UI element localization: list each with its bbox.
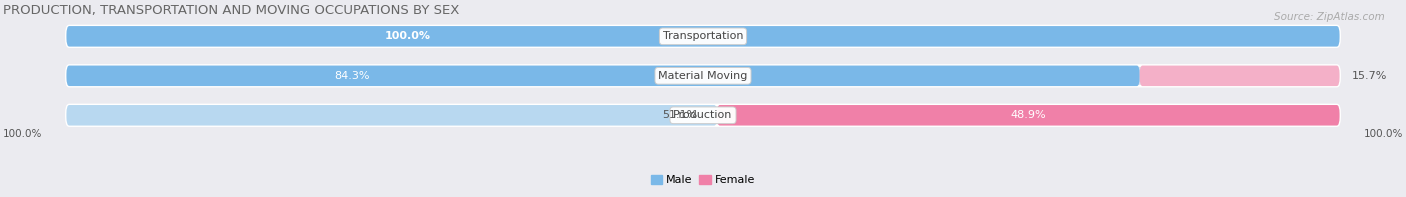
- Text: Material Moving: Material Moving: [658, 71, 748, 81]
- FancyBboxPatch shape: [717, 105, 1340, 125]
- Text: 48.9%: 48.9%: [1011, 110, 1046, 120]
- Text: 100.0%: 100.0%: [385, 31, 430, 41]
- FancyBboxPatch shape: [1140, 66, 1340, 86]
- FancyBboxPatch shape: [66, 26, 1340, 47]
- Text: Source: ZipAtlas.com: Source: ZipAtlas.com: [1274, 12, 1385, 22]
- Text: 15.7%: 15.7%: [1353, 71, 1388, 81]
- Text: 51.1%: 51.1%: [662, 110, 697, 120]
- FancyBboxPatch shape: [66, 105, 1340, 125]
- Text: Production: Production: [673, 110, 733, 120]
- Text: Transportation: Transportation: [662, 31, 744, 41]
- FancyBboxPatch shape: [66, 66, 1140, 86]
- Legend: Male, Female: Male, Female: [647, 170, 759, 190]
- Text: 100.0%: 100.0%: [3, 129, 42, 139]
- Text: 100.0%: 100.0%: [1364, 129, 1403, 139]
- Text: PRODUCTION, TRANSPORTATION AND MOVING OCCUPATIONS BY SEX: PRODUCTION, TRANSPORTATION AND MOVING OC…: [3, 4, 460, 17]
- FancyBboxPatch shape: [66, 26, 1340, 47]
- Text: 84.3%: 84.3%: [335, 71, 370, 81]
- FancyBboxPatch shape: [66, 66, 1340, 86]
- FancyBboxPatch shape: [66, 105, 717, 125]
